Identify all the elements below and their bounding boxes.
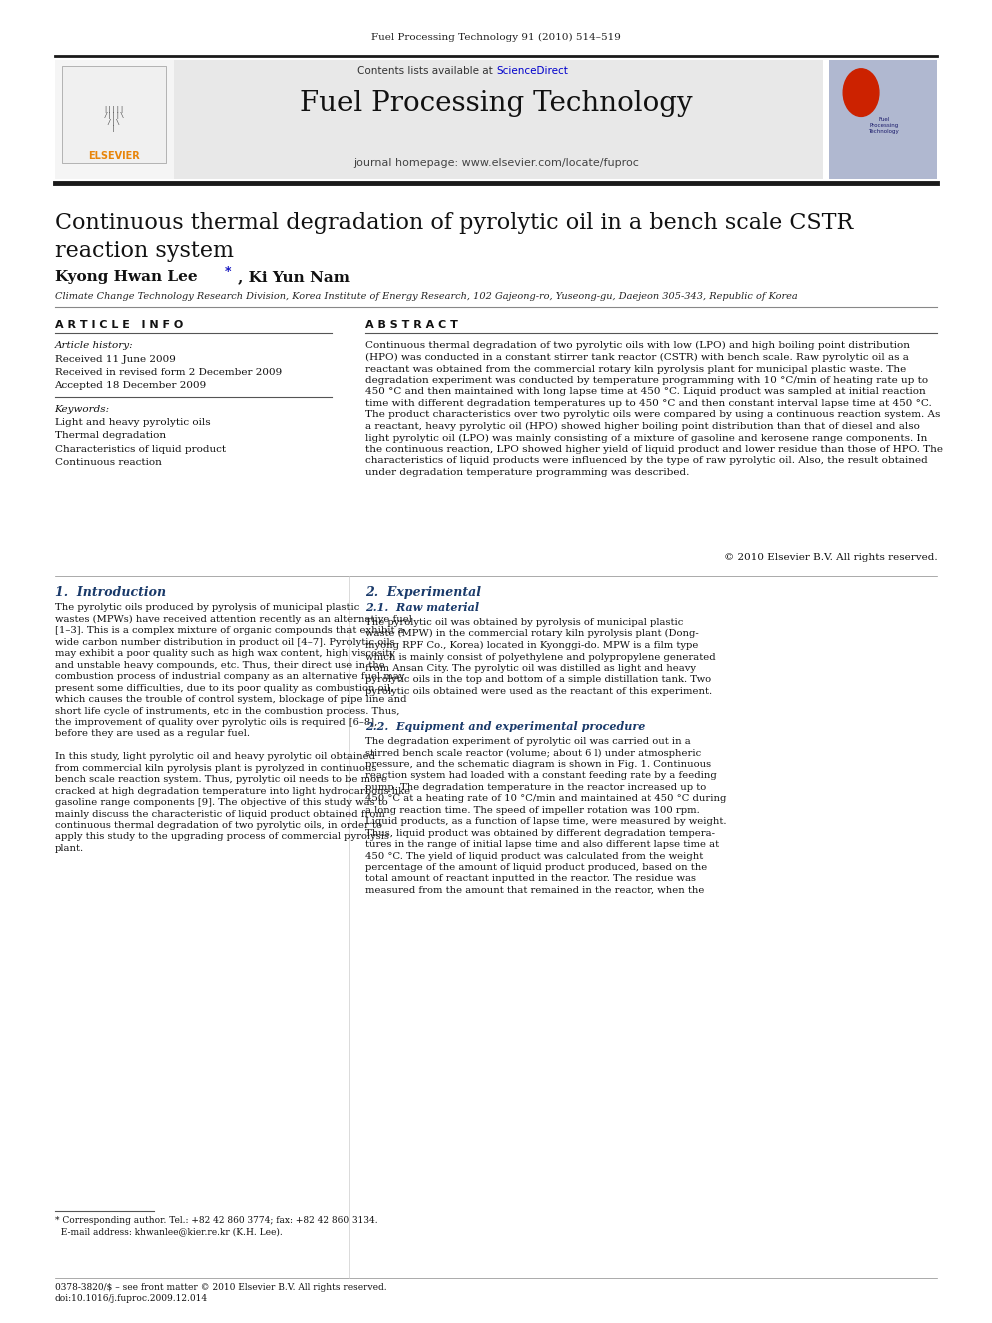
Text: |||||
/|||\
 /|\ 
  |: ||||| /|||\ /|\ | [103,106,125,132]
Text: Characteristics of liquid product: Characteristics of liquid product [55,445,226,454]
Text: Received in revised form 2 December 2009: Received in revised form 2 December 2009 [55,368,282,377]
FancyBboxPatch shape [62,66,166,163]
Text: Fuel Processing Technology 91 (2010) 514–519: Fuel Processing Technology 91 (2010) 514… [371,33,621,42]
FancyBboxPatch shape [55,60,823,179]
Text: © 2010 Elsevier B.V. All rights reserved.: © 2010 Elsevier B.V. All rights reserved… [724,553,937,562]
Text: Fuel Processing Technology: Fuel Processing Technology [300,90,692,116]
Text: Keywords:: Keywords: [55,405,110,414]
Text: 2.2.  Equipment and experimental procedure: 2.2. Equipment and experimental procedur… [365,721,646,732]
Text: ScienceDirect: ScienceDirect [496,66,567,77]
FancyBboxPatch shape [55,60,174,179]
Text: Fuel
Processing
Technology: Fuel Processing Technology [869,118,899,134]
Text: Article history:: Article history: [55,341,133,351]
Text: The degradation experiment of pyrolytic oil was carried out in a
stirred bench s: The degradation experiment of pyrolytic … [365,737,726,894]
Text: The pyrolytic oils produced by pyrolysis of municipal plastic
wastes (MPWs) have: The pyrolytic oils produced by pyrolysis… [55,603,412,853]
Text: Received 11 June 2009: Received 11 June 2009 [55,355,176,364]
Text: journal homepage: www.elsevier.com/locate/fuproc: journal homepage: www.elsevier.com/locat… [353,157,639,168]
Text: 2.1.  Raw material: 2.1. Raw material [365,602,479,613]
Circle shape [843,69,879,116]
Text: Light and heavy pyrolytic oils: Light and heavy pyrolytic oils [55,418,210,427]
Text: A R T I C L E   I N F O: A R T I C L E I N F O [55,320,183,331]
Text: Continuous reaction: Continuous reaction [55,458,162,467]
Text: The pyrolytic oil was obtained by pyrolysis of municipal plastic
waste (MPW) in : The pyrolytic oil was obtained by pyroly… [365,618,715,696]
Text: Thermal degradation: Thermal degradation [55,431,166,441]
Text: Kyong Hwan Lee: Kyong Hwan Lee [55,270,202,284]
Text: 2.  Experimental: 2. Experimental [365,586,481,599]
Text: * Corresponding author. Tel.: +82 42 860 3774; fax: +82 42 860 3134.
  E-mail ad: * Corresponding author. Tel.: +82 42 860… [55,1216,377,1236]
Text: *: * [225,266,232,279]
Text: Continuous thermal degradation of two pyrolytic oils with low (LPO) and high boi: Continuous thermal degradation of two py… [365,341,943,476]
Text: 1.  Introduction: 1. Introduction [55,586,166,599]
Text: Contents lists available at: Contents lists available at [357,66,496,77]
Text: Continuous thermal degradation of pyrolytic oil in a bench scale CSTR
reaction s: Continuous thermal degradation of pyroly… [55,212,853,262]
Text: Accepted 18 December 2009: Accepted 18 December 2009 [55,381,206,390]
Text: , Ki Yun Nam: , Ki Yun Nam [238,270,350,284]
Text: 0378-3820/$ – see front matter © 2010 Elsevier B.V. All rights reserved.
doi:10.: 0378-3820/$ – see front matter © 2010 El… [55,1283,386,1303]
Text: A B S T R A C T: A B S T R A C T [365,320,458,331]
Text: ELSEVIER: ELSEVIER [88,151,140,161]
Text: Climate Change Technology Research Division, Korea Institute of Energy Research,: Climate Change Technology Research Divis… [55,292,798,302]
FancyBboxPatch shape [829,60,937,179]
